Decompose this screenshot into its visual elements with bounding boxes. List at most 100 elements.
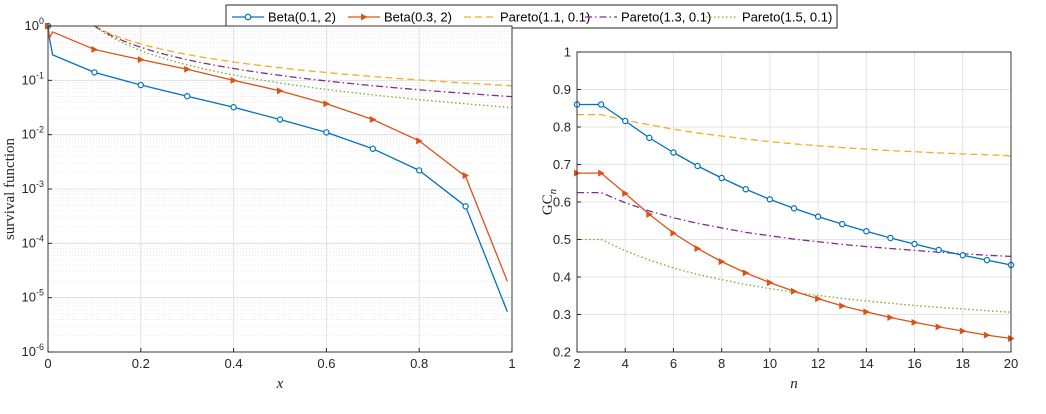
data-point xyxy=(814,213,822,220)
data-point xyxy=(791,287,798,295)
series-line xyxy=(94,25,513,109)
data-point xyxy=(911,240,918,248)
data-point xyxy=(887,314,894,321)
data-point xyxy=(184,65,191,73)
series-group xyxy=(573,101,1015,342)
data-point xyxy=(694,162,701,170)
data-point xyxy=(137,56,145,64)
data-point xyxy=(622,117,629,125)
series-line xyxy=(94,25,513,87)
data-point xyxy=(462,203,469,210)
data-point xyxy=(277,87,284,95)
data-point xyxy=(935,323,943,331)
data-point xyxy=(839,302,846,310)
y-tick-label: 0.6 xyxy=(553,195,571,210)
x-axis-label: n xyxy=(790,376,798,392)
data-point xyxy=(323,129,330,136)
legend-entry: Pareto(1.3, 0.1) xyxy=(585,10,711,25)
y-axis-label: GCn xyxy=(540,188,559,215)
data-point xyxy=(276,116,284,123)
data-point xyxy=(718,174,725,182)
y-tick-label: 10-2 xyxy=(22,125,44,142)
y-tick-label: 0.3 xyxy=(553,307,571,322)
x-tick-label: 0.2 xyxy=(132,356,150,371)
data-point xyxy=(416,167,423,174)
legend-label: Pareto(1.3, 0.1) xyxy=(621,10,711,25)
y-tick-label: 10-1 xyxy=(22,70,44,87)
data-point xyxy=(935,246,942,254)
survival-function-plot: 0 0.2 0.4 0.6 0.8 1 10-6 10-5 10-4 10-3 10-2 10-1 10… xyxy=(2,16,516,392)
data-point xyxy=(369,116,377,124)
data-point xyxy=(646,134,653,142)
x-axis-label: x xyxy=(276,376,284,392)
y-tick-label: 100 xyxy=(25,16,44,33)
data-point xyxy=(766,196,774,203)
y-tick-label: 0.2 xyxy=(553,345,571,360)
y-tick-label: 10-6 xyxy=(22,342,44,359)
data-point xyxy=(323,100,330,108)
x-tick-label: 18 xyxy=(956,356,970,371)
data-point xyxy=(911,318,919,326)
data-point xyxy=(230,104,237,111)
y-axis-label: survival function xyxy=(2,137,18,240)
y-tick-label: 10-5 xyxy=(22,288,44,305)
data-point xyxy=(91,45,98,53)
y-tick-label: 0.4 xyxy=(553,270,571,285)
x-tick-label: 2 xyxy=(573,356,580,371)
data-point xyxy=(230,76,238,84)
legend-label: Beta(0.1, 2) xyxy=(268,10,336,25)
gc-n-plot: 2 4 6 8 10 12 14 16 18 20 0.2 0.3 0.4 0.5 0.6 0.7 0.8 0.9… xyxy=(540,45,1018,393)
data-point xyxy=(91,69,98,76)
legend-entry: Beta(0.1, 2) xyxy=(232,10,336,25)
x-tick-label: 0 xyxy=(44,356,51,371)
data-point xyxy=(742,269,750,277)
data-point xyxy=(670,229,677,237)
data-point xyxy=(137,81,144,89)
legend-box xyxy=(225,4,838,29)
legend-entry: Beta(0.3, 2) xyxy=(348,10,452,25)
data-point xyxy=(718,258,726,266)
data-point xyxy=(462,171,470,179)
data-point xyxy=(815,295,822,303)
data-point xyxy=(887,234,894,242)
series-group xyxy=(44,22,513,313)
data-point xyxy=(646,210,653,218)
data-point xyxy=(983,331,991,339)
data-point xyxy=(369,145,376,152)
y-tick-label: 0.7 xyxy=(553,157,571,172)
x-tick-label: 14 xyxy=(859,356,873,371)
x-tick-label: 4 xyxy=(622,356,629,371)
legend-marker xyxy=(361,13,368,21)
x-tick-label: 20 xyxy=(1004,356,1018,371)
y-tick-label: 0.9 xyxy=(553,82,571,97)
legend: Beta(0.1, 2) Beta(0.3, 2) Pareto(1.1, 0.1)… xyxy=(225,4,838,29)
data-point xyxy=(959,252,966,259)
series-line xyxy=(577,113,1012,157)
data-point xyxy=(839,220,846,228)
data-point xyxy=(694,245,702,252)
legend-entry: Pareto(1.1, 0.1) xyxy=(464,10,590,25)
data-point xyxy=(597,101,605,108)
legend-label: Pareto(1.5, 0.1) xyxy=(742,10,832,25)
x-tick-label: 0.4 xyxy=(225,356,243,371)
x-tick-label: 12 xyxy=(811,356,825,371)
y-tick-label: 10-3 xyxy=(22,179,44,196)
data-point xyxy=(742,186,749,193)
data-point xyxy=(416,137,423,145)
data-point xyxy=(983,256,991,264)
series-line xyxy=(94,25,513,98)
data-point xyxy=(622,189,629,197)
x-tick-label: 16 xyxy=(907,356,921,371)
legend-marker xyxy=(244,13,252,21)
y-tick-label: 0.8 xyxy=(553,120,571,135)
data-point xyxy=(863,228,870,235)
legend-label: Pareto(1.1, 0.1) xyxy=(500,10,590,25)
data-point xyxy=(790,205,798,212)
x-tick-label: 0.8 xyxy=(410,356,428,371)
x-tick-label: 6 xyxy=(670,356,677,371)
y-tick-label: 1 xyxy=(564,45,571,60)
x-tick-label: 0.6 xyxy=(317,356,335,371)
x-tick-label: 1 xyxy=(508,356,515,371)
data-point xyxy=(670,149,677,156)
